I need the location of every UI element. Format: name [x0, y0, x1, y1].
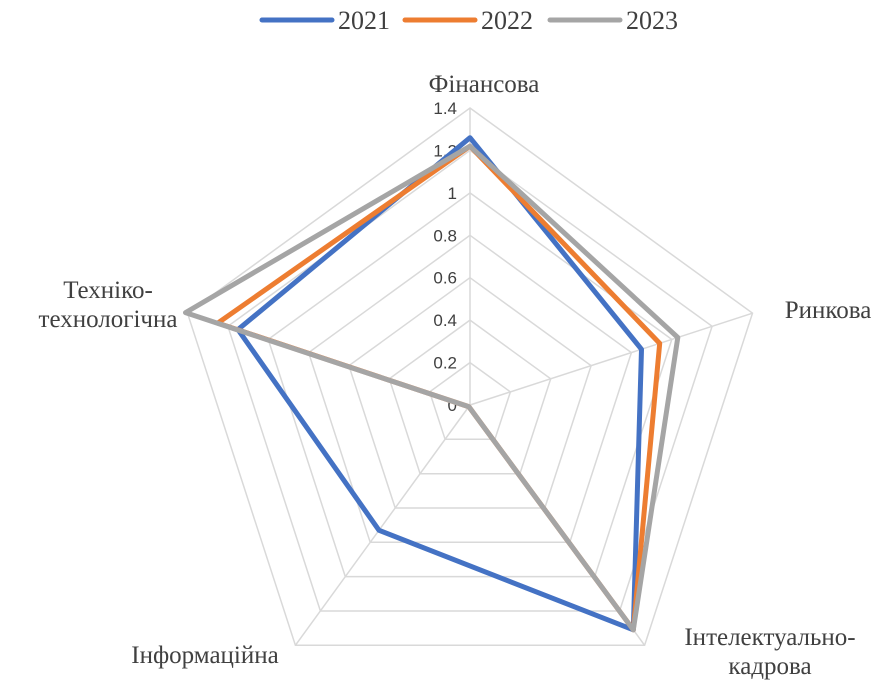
grid-ring — [186, 107, 754, 647]
series-lines — [183, 135, 681, 633]
radial-tick-label: 1 — [448, 184, 457, 203]
radial-tick-label: 1.4 — [433, 99, 457, 118]
grid-ring — [307, 234, 633, 544]
axis-spoke — [294, 404, 471, 646]
grid-ring — [348, 276, 592, 509]
radial-tick-label: 0.2 — [433, 354, 457, 373]
category-label: Інтелектуально-кадрова — [684, 624, 855, 680]
radial-tick-label: 0.8 — [433, 226, 457, 245]
radial-tick-label: 0.4 — [433, 311, 457, 330]
category-label: Інформаційна — [131, 642, 278, 669]
legend-label-2021: 2021 — [338, 6, 390, 35]
category-label: Фінансова — [429, 71, 540, 98]
category-label: Техніко-технологічна — [39, 277, 178, 333]
category-label: Ринкова — [785, 297, 872, 324]
radial-tick-labels: 00.20.40.60.811.21.4 — [433, 99, 457, 415]
series-line-2021 — [235, 135, 644, 633]
category-labels: Фінансова Ринкова Інтелектуально-кадрова Ін… — [39, 71, 872, 680]
radial-tick-label: 0.6 — [433, 269, 457, 288]
radial-tick-label: 0 — [448, 396, 457, 415]
grid-ring — [428, 361, 512, 441]
grid-ring — [227, 149, 713, 612]
legend: 2021 2022 2023 — [259, 6, 678, 35]
legend-label-2022: 2022 — [481, 6, 533, 35]
legend-label-2023: 2023 — [626, 6, 678, 35]
series-line-2023 — [183, 143, 681, 633]
axis-spoke — [469, 312, 753, 406]
grid-ring — [267, 191, 673, 578]
grid-ring — [388, 319, 552, 475]
